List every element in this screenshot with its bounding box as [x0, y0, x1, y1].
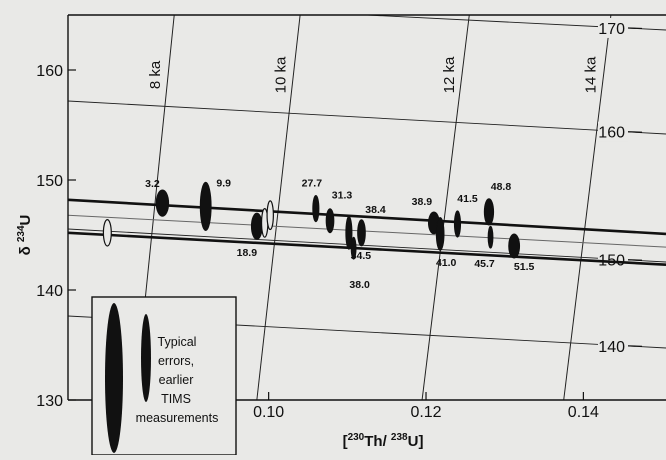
- data-point: [312, 195, 320, 223]
- legend-text-line: earlier: [159, 373, 194, 387]
- data-point: [453, 210, 462, 238]
- data-point-label: 41.5: [457, 193, 478, 205]
- data-point: [435, 216, 445, 251]
- trend-line: [68, 231, 666, 266]
- initial-label-backdrop: [598, 249, 628, 270]
- isochron-line: [421, 15, 470, 400]
- data-point: [250, 212, 263, 240]
- data-point-label: 48.8: [491, 181, 512, 193]
- legend-text-line: Typical: [158, 335, 197, 349]
- initial-delta-tick: [627, 345, 643, 347]
- x-label-text: [: [343, 433, 348, 450]
- y-axis-label: δ 234U: [16, 215, 34, 256]
- y-label-superscript: 234: [16, 225, 27, 242]
- data-point: [357, 219, 366, 247]
- x-tick-label: 0.12: [410, 404, 441, 421]
- y-tick-label: 160: [36, 63, 63, 80]
- data-point: [345, 215, 353, 250]
- x-tick-label: 0.14: [568, 404, 599, 421]
- x-label-superscript: 230: [348, 432, 365, 443]
- data-point-label: 31.3: [332, 190, 353, 202]
- axes-group: 130 140 150 160 0.10 0.12 0.14 [230Th/ 238U] δ 2…: [16, 14, 666, 450]
- data-point: [508, 233, 521, 259]
- initial-delta-tick-label: 140: [598, 339, 625, 356]
- data-point-label: 41.0: [436, 257, 457, 269]
- x-tick-label: 0.10: [253, 404, 284, 421]
- x-axis-label: [230Th/ 238U]: [343, 432, 424, 450]
- legend-group: Typical errors, earlier TIMS measurements: [91, 296, 237, 456]
- data-point-label: 38.0: [349, 279, 370, 291]
- x-label-text: Th/: [364, 433, 391, 450]
- y-label-text: U: [17, 215, 34, 226]
- initial-delta-tick-label: 170: [598, 21, 625, 38]
- initial-label-backdrop: [598, 17, 628, 38]
- isochron-label: 10 ka: [272, 56, 289, 93]
- data-point: [199, 181, 212, 231]
- data-point-label: 9.9: [216, 177, 231, 189]
- x-label-superscript: 238: [391, 432, 408, 443]
- data-point-label: 3.2: [145, 178, 160, 190]
- isochron-label: 14 ka: [583, 56, 600, 93]
- initial-delta-contour: [68, 100, 666, 135]
- y-tick-label: 140: [36, 283, 63, 300]
- legend-text-line: TIMS: [161, 392, 191, 406]
- initial-delta-tick-label: 160: [598, 125, 625, 142]
- isochron-line: [563, 15, 612, 400]
- initial-delta-contour: [68, 228, 666, 263]
- data-point-label: 38.9: [412, 196, 433, 208]
- data-point: [266, 200, 274, 231]
- initial-delta-tick: [627, 131, 643, 133]
- y-label-text: δ: [17, 242, 34, 255]
- initial-delta-tick: [627, 259, 643, 261]
- y-tick-label: 130: [36, 393, 63, 410]
- data-point: [102, 219, 112, 247]
- legend-small-error-ellipse: [141, 314, 151, 402]
- data-point: [350, 236, 357, 260]
- legend-text-line: errors,: [158, 354, 194, 368]
- data-point: [487, 225, 494, 249]
- data-point: [155, 189, 170, 217]
- isochron-line: [256, 15, 301, 400]
- legend-text-line: measurements: [136, 411, 219, 425]
- data-point-label: 27.7: [302, 178, 323, 190]
- initial-label-backdrop: [598, 335, 628, 356]
- data-point-label: 18.9: [237, 247, 258, 259]
- data-point-label: 38.4: [365, 204, 386, 216]
- initial-label-backdrop: [598, 121, 628, 142]
- legend-large-error-ellipse: [105, 303, 123, 453]
- initial-delta-contour: [358, 15, 666, 31]
- isochron-label: 8 ka: [147, 60, 164, 89]
- data-point: [325, 208, 335, 234]
- trend-line-thin: [68, 214, 666, 248]
- data-point-label: 51.5: [514, 261, 535, 273]
- y-tick-label: 150: [36, 173, 63, 190]
- data-point-label: 45.7: [474, 258, 495, 270]
- isochron-label: 12 ka: [441, 56, 458, 93]
- x-label-text: U]: [408, 433, 424, 450]
- data-point-group: 3.2 9.918.927.731.334.538.038.438.941.041…: [102, 177, 535, 291]
- initial-delta-tick: [627, 27, 643, 30]
- data-point: [483, 198, 495, 226]
